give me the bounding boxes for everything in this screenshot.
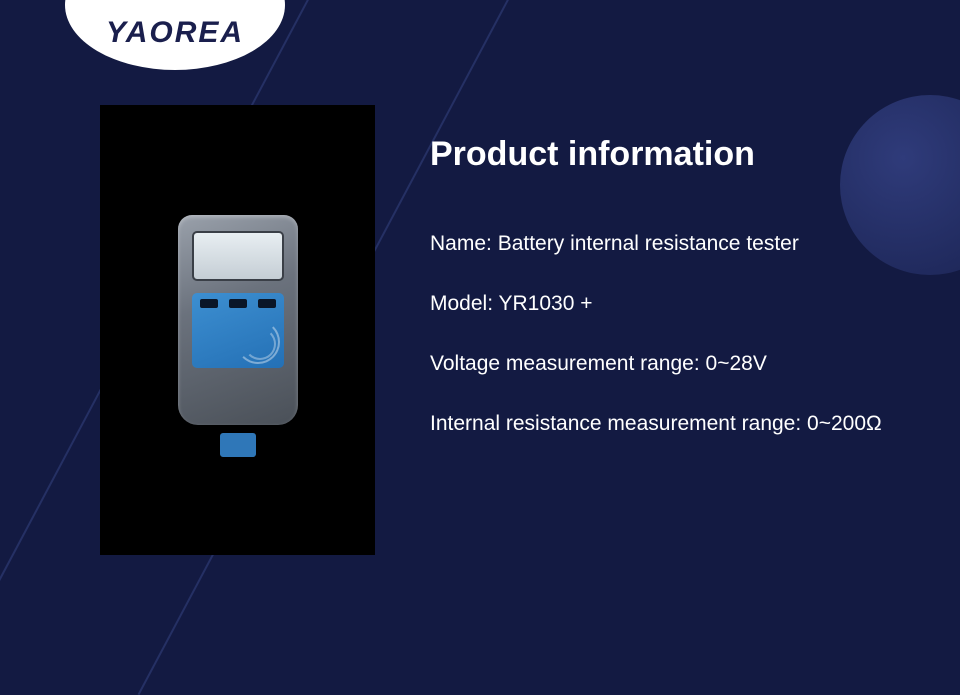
device-button xyxy=(200,299,218,308)
spec-label: Model xyxy=(430,292,487,315)
product-info-panel: Product information Name: Battery intern… xyxy=(430,105,882,555)
device-illustration xyxy=(178,215,298,445)
device-button xyxy=(258,299,276,308)
brand-name: YAOREA xyxy=(106,16,244,50)
spec-row: Voltage measurement range: 0~28V xyxy=(430,352,882,376)
spec-value: 0~28V xyxy=(706,352,767,375)
spec-label: Name xyxy=(430,232,486,255)
spec-row: Name: Battery internal resistance tester xyxy=(430,232,882,256)
spec-label: Voltage measurement range xyxy=(430,352,694,375)
device-clip xyxy=(220,433,256,457)
device-button xyxy=(229,299,247,308)
spec-value: Battery internal resistance tester xyxy=(498,232,799,255)
device-button-panel xyxy=(192,293,284,368)
device-arc-decoration xyxy=(244,328,276,360)
spec-row: Internal resistance measurement range: 0… xyxy=(430,412,882,436)
brand-badge: YAOREA xyxy=(65,0,285,70)
device-body xyxy=(178,215,298,425)
content-row: Product information Name: Battery intern… xyxy=(100,105,882,555)
device-screen xyxy=(192,231,284,281)
spec-value: YR1030 + xyxy=(499,292,593,315)
product-image xyxy=(100,105,375,555)
spec-label: Internal resistance measurement range xyxy=(430,412,795,435)
info-title: Product information xyxy=(430,135,882,174)
spec-row: Model: YR1030 + xyxy=(430,292,882,316)
spec-value: 0~200Ω xyxy=(807,412,882,435)
